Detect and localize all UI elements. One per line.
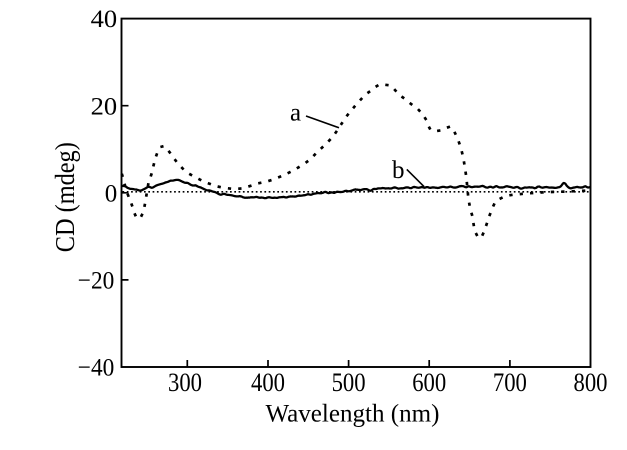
- svg-text:−20: −20: [78, 266, 115, 295]
- svg-text:40: 40: [91, 4, 118, 33]
- svg-text:b: b: [392, 157, 405, 184]
- svg-text:400: 400: [251, 367, 285, 397]
- svg-text:800: 800: [574, 367, 608, 397]
- svg-text:a: a: [290, 99, 301, 126]
- svg-text:−40: −40: [78, 353, 115, 382]
- svg-text:Wavelength (nm): Wavelength (nm): [266, 401, 440, 428]
- svg-text:0: 0: [105, 178, 118, 207]
- svg-text:300: 300: [168, 367, 202, 397]
- svg-text:600: 600: [412, 367, 446, 397]
- svg-text:CD (mdeg): CD (mdeg): [50, 142, 80, 252]
- svg-text:500: 500: [332, 367, 366, 397]
- svg-text:700: 700: [493, 367, 527, 397]
- svg-text:20: 20: [91, 91, 118, 120]
